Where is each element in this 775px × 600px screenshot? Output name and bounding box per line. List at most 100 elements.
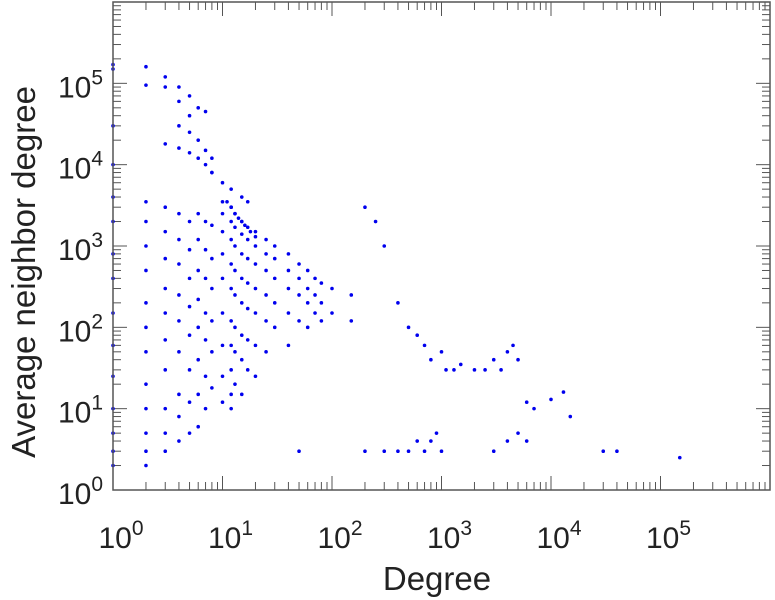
y-tick-exponent: 1 [91,392,103,415]
data-point [163,368,168,372]
data-point [396,301,400,305]
data-point [225,199,229,204]
data-point [220,252,225,256]
data-point [305,301,310,305]
x-tick-exponent: 4 [570,517,582,540]
data-point [177,439,181,443]
data-point [286,268,291,273]
data-point [239,333,244,338]
data-point [434,431,439,435]
y-tick-label: 105 [58,66,103,104]
data-point [264,268,268,273]
data-point [233,244,237,248]
data-point [229,368,233,372]
y-tick-label: 101 [58,392,103,430]
data-point [245,368,250,372]
data-point [253,229,258,234]
data-point [163,205,168,209]
x-tick-exponent: 3 [460,517,472,540]
data-point [229,187,233,191]
data-point [163,338,168,342]
data-point [144,64,148,69]
data-point [264,237,268,242]
data-point [229,219,233,224]
data-point [505,350,510,354]
y-tick-exponent: 4 [91,148,103,171]
data-point [245,338,250,342]
data-point [253,374,258,379]
data-point [229,392,233,397]
y-tick-base: 10 [58,71,91,104]
data-point [615,449,619,453]
data-point [210,350,214,354]
data-point [177,124,181,128]
data-point [203,406,208,411]
data-point [319,319,324,323]
x-tick-base: 10 [646,522,679,555]
data-point [264,319,268,323]
data-point [203,109,208,114]
data-point [491,449,496,453]
data-point [233,225,237,230]
data-point [203,219,208,224]
data-point [144,219,148,224]
y-tick-exponent: 0 [91,473,103,496]
data-point [177,262,181,266]
data-point [233,211,237,216]
data-point [177,211,181,216]
data-point [239,392,244,397]
data-point [210,319,214,323]
data-point [229,319,233,323]
data-point [549,397,553,402]
data-point [272,256,277,261]
data-point [406,449,411,453]
data-point [349,319,354,323]
data-point [210,170,214,175]
data-point [305,325,310,330]
data-point [187,94,192,98]
data-point [177,414,181,419]
data-point [203,338,208,342]
x-tick-label: 103 [427,517,472,555]
data-point [233,293,237,297]
data-point [444,368,448,372]
data-point [239,276,244,281]
data-point [144,350,148,354]
data-point [406,325,411,330]
data-point [319,281,324,285]
data-point [245,281,250,285]
data-point [233,325,237,330]
data-point [472,368,477,372]
data-point [177,99,181,104]
data-point [253,244,258,248]
data-point [220,199,225,204]
data-point [313,276,317,281]
data-point [196,392,201,397]
data-point [245,237,250,242]
data-point [236,216,241,220]
data-point [196,156,201,161]
data-point [187,150,192,155]
y-tick-exponent: 3 [91,229,103,252]
data-point [452,368,456,372]
data-point [313,311,317,315]
data-point [524,439,529,443]
data-point [330,311,334,315]
x-tick-base: 10 [536,522,569,555]
data-point [677,455,682,460]
data-point [220,180,225,185]
data-point [220,311,225,315]
data-point [286,343,291,348]
data-point [245,256,250,261]
data-point [253,286,258,291]
data-point [210,223,214,228]
data-point [382,449,387,453]
data-point [163,85,168,89]
data-point [220,400,225,405]
data-point [163,311,168,315]
y-tick-base: 10 [58,478,91,511]
data-point [177,85,181,89]
data-point [239,232,244,236]
data-point [233,382,237,386]
